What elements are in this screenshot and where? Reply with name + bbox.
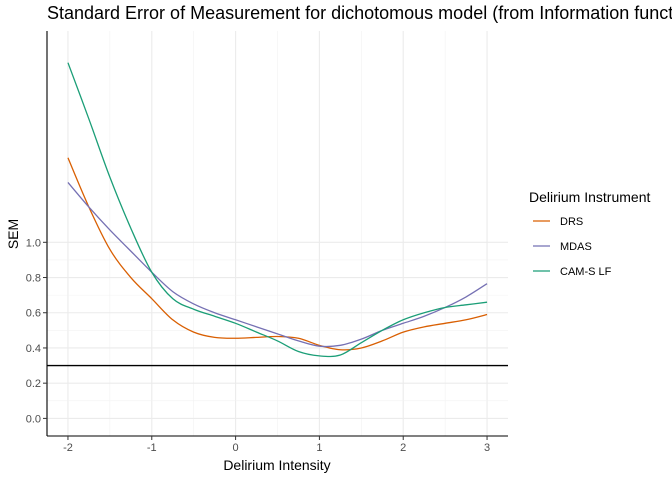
legend: Delirium Instrument DRS MDAS CAM-S LF xyxy=(529,189,650,278)
x-tick-label: 3 xyxy=(484,442,490,454)
x-tick-label: 2 xyxy=(400,442,406,454)
axes xyxy=(46,31,508,437)
legend-label: DRS xyxy=(560,216,583,228)
legend-label: CAM-S LF xyxy=(560,266,612,278)
y-tick-label: 1.0 xyxy=(26,237,41,249)
x-axis-title: Delirium Intensity xyxy=(223,457,330,473)
y-tick-label: 0.8 xyxy=(26,273,41,285)
series-line-mdas xyxy=(67,182,488,348)
y-tick-label: 0.2 xyxy=(26,378,41,390)
grid xyxy=(47,31,508,436)
x-tick-label: 0 xyxy=(233,442,239,454)
x-tick-label: 1 xyxy=(316,442,322,454)
series-line-drs xyxy=(67,157,488,351)
y-tick-label: 0.6 xyxy=(26,308,41,320)
y-tick-label: 0.4 xyxy=(26,343,41,355)
chart-title: Standard Error of Measurement for dichot… xyxy=(47,3,672,23)
legend-label: MDAS xyxy=(560,241,592,253)
x-tick-label: -2 xyxy=(63,442,73,454)
y-tick-label: 0.0 xyxy=(26,413,41,425)
series-layer xyxy=(67,62,488,358)
y-axis-title: SEM xyxy=(5,219,21,249)
legend-title: Delirium Instrument xyxy=(529,189,650,205)
series-line-cam-s-lf xyxy=(67,62,488,358)
tick-labels: -2 -1 0 1 2 3 0.0 0.2 0.4 0.6 0.8 1.0 xyxy=(26,237,490,454)
x-tick-label: -1 xyxy=(147,442,157,454)
